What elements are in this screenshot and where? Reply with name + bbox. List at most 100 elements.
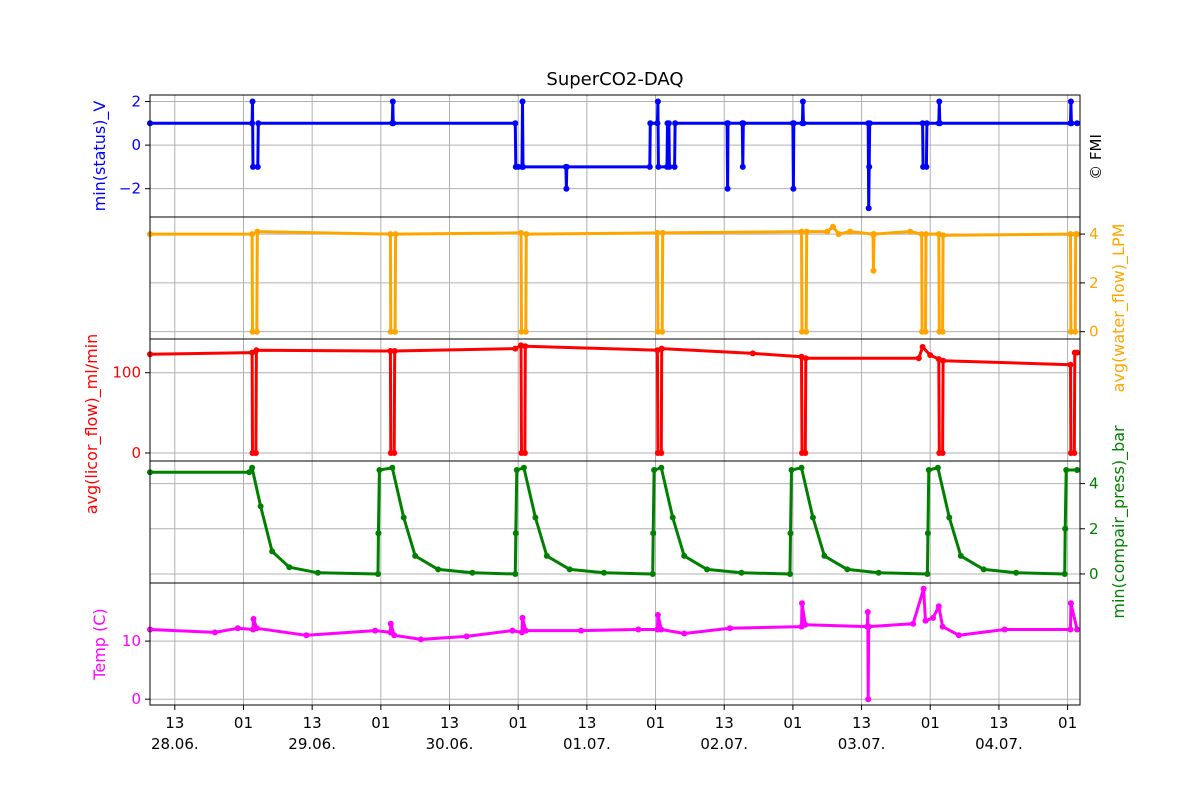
data-point	[865, 205, 872, 212]
data-point	[520, 464, 527, 471]
data-point	[249, 120, 256, 127]
data-point	[254, 228, 261, 235]
data-point	[803, 328, 810, 335]
x-tick-label: 13	[989, 714, 1008, 732]
data-point	[665, 120, 672, 127]
data-point	[234, 625, 241, 632]
data-point	[923, 120, 930, 127]
chart-title: SuperCO2-DAQ	[546, 69, 683, 90]
data-point	[671, 163, 678, 170]
data-point	[681, 630, 688, 637]
data-point	[936, 120, 943, 127]
data-point	[523, 231, 530, 238]
data-point	[704, 566, 710, 573]
data-point	[647, 120, 654, 127]
data-point	[930, 614, 937, 621]
panel-water_flow: 4 2 0 avg(water_flow)_LPM	[147, 216, 1129, 393]
y-tick-label: −2	[119, 180, 141, 198]
series-line-water_flow	[150, 225, 1078, 334]
data-point	[666, 163, 673, 170]
data-point	[866, 120, 873, 127]
data-point	[566, 566, 573, 573]
data-point	[800, 120, 807, 127]
data-point	[907, 228, 914, 235]
x-tick-label: 13	[852, 714, 871, 732]
data-point	[512, 571, 519, 577]
data-point	[249, 328, 256, 335]
data-point	[923, 231, 929, 238]
data-point	[654, 328, 661, 335]
data-point	[654, 612, 661, 618]
data-point	[919, 344, 926, 350]
data-point	[1063, 467, 1070, 473]
data-point	[249, 464, 256, 471]
data-point	[1071, 450, 1078, 456]
data-point	[387, 231, 394, 238]
data-point	[809, 514, 816, 521]
data-point	[799, 98, 806, 105]
y-tick-label: 0	[1089, 565, 1099, 583]
data-point	[253, 347, 260, 354]
data-point	[252, 450, 259, 456]
data-point	[521, 450, 528, 456]
data-point	[1001, 626, 1008, 633]
data-point	[724, 185, 731, 192]
data-point	[672, 120, 679, 127]
data-point	[922, 328, 929, 335]
data-point	[390, 120, 397, 127]
panel-frame	[149, 582, 1081, 706]
data-point	[512, 120, 519, 127]
x-tick-label: 01	[921, 714, 940, 732]
data-point	[518, 328, 525, 335]
data-point	[1061, 571, 1068, 577]
data-point	[375, 571, 381, 577]
data-point	[920, 585, 927, 592]
data-point	[1072, 328, 1079, 335]
data-point	[740, 120, 747, 127]
y-tick-label: 2	[1089, 520, 1099, 538]
data-point	[392, 231, 399, 238]
data-point	[924, 530, 931, 537]
data-point	[939, 623, 946, 630]
data-point	[803, 228, 810, 235]
data-point	[649, 571, 656, 577]
y-tick-label: 2	[131, 93, 141, 111]
data-point	[1067, 98, 1074, 105]
data-point	[910, 620, 917, 627]
data-point	[518, 229, 524, 236]
data-point	[389, 464, 396, 471]
data-point	[924, 571, 931, 577]
data-point	[955, 632, 962, 639]
data-point	[211, 629, 218, 636]
y-tick-label: 100	[112, 364, 141, 382]
data-point	[824, 228, 831, 235]
data-point	[635, 626, 642, 633]
x-tick-label: 01	[234, 714, 253, 732]
data-point	[651, 467, 658, 473]
data-point	[865, 696, 872, 703]
data-point	[658, 626, 665, 633]
data-point	[250, 616, 257, 622]
x-tick-label: 13	[440, 714, 459, 732]
data-point	[1067, 361, 1074, 368]
data-point	[681, 552, 688, 559]
data-point	[658, 464, 665, 471]
data-point	[254, 163, 261, 170]
data-point	[739, 163, 746, 170]
data-point	[1074, 349, 1081, 356]
data-point	[790, 185, 797, 192]
data-point	[844, 566, 851, 573]
y-axis-label: avg(water_flow)_LPM	[1109, 224, 1129, 393]
data-point	[802, 450, 809, 456]
data-point	[865, 623, 872, 630]
data-point	[1067, 231, 1074, 238]
data-point	[1067, 626, 1074, 633]
x-date-label: 01.07.	[563, 735, 611, 753]
data-point	[787, 530, 794, 537]
x-tick-label: 13	[715, 714, 734, 732]
data-point	[519, 614, 526, 621]
y-tick-label: 2	[1089, 274, 1099, 292]
data-point	[870, 267, 877, 274]
data-point	[303, 632, 310, 639]
data-point	[522, 627, 529, 634]
